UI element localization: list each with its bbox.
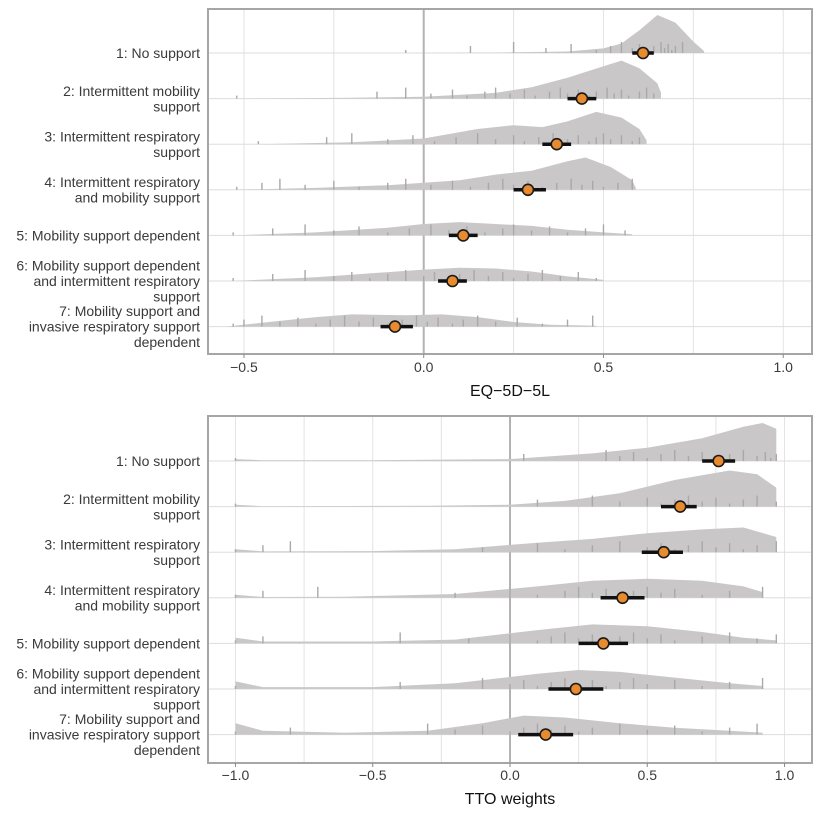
panel-1-category-label: 2: Intermittent mobility: [63, 83, 200, 99]
panel-2-mean-point: [616, 591, 629, 605]
panel-1-category-label: 3: Intermittent respiratory: [44, 128, 200, 144]
panel-2-category-label: 3: Intermittent respiratory: [44, 537, 200, 553]
panel-1-category-label: and intermittent respiratory: [33, 273, 200, 289]
panel-1-density-cloud: [405, 15, 705, 53]
panel-2-category-label: 7: Mobility support and: [59, 711, 200, 727]
panel-1-x-tick-label: 0.5: [594, 359, 614, 375]
panel-2-mean-point: [539, 728, 552, 741]
panel-2-x-tick-label: 1.0: [775, 767, 795, 783]
panel-1-category-label: support: [153, 98, 200, 114]
panel-2-density-cloud: [235, 624, 777, 644]
panel-2-density-cloud: [235, 670, 763, 689]
panel-2-x-tick-label: −0.5: [359, 767, 387, 783]
panel-2-density-cloud: [235, 715, 763, 735]
panel-1-mean-point: [550, 137, 564, 151]
panel-2-category-label: 5: Mobility support dependent: [16, 635, 200, 651]
panel-1-mean-point: [636, 46, 650, 60]
panel-2-mean-point: [569, 682, 583, 696]
panel-2-category-label: support: [153, 506, 200, 522]
panel-1-density-cloud: [233, 157, 636, 190]
panel-1-x-axis-title: EQ−5D−5L: [470, 383, 550, 400]
panel-2-category-label: support: [153, 697, 200, 713]
panel-2-x-tick-label: 0.0: [500, 767, 520, 783]
panel-2-category-label: 6: Mobility support dependent: [16, 666, 200, 682]
panel-2-x-tick-label: 0.5: [638, 767, 658, 783]
panel-2-category-label: and mobility support: [75, 598, 200, 614]
panel-1-category-label: dependent: [134, 334, 200, 350]
panel-2-mean-point: [597, 637, 610, 650]
panel-1-density-cloud: [226, 314, 597, 327]
panel-1-category-label: 1: No support: [116, 45, 200, 61]
panel-1-category-label: 7: Mobility support and: [59, 303, 200, 319]
panel-1-mean-point: [521, 183, 535, 197]
panel-1-category-label: invasive respiratory support: [29, 319, 200, 335]
panel-2-density-cloud: [235, 578, 763, 598]
panel-2-x-tick-label: −1.0: [222, 767, 250, 783]
panel-1-category-label: 6: Mobility support dependent: [16, 258, 200, 274]
panel-1-density-cloud: [233, 222, 633, 236]
panel-1-mean-point: [456, 229, 470, 242]
panel-1-category-label: and mobility support: [75, 190, 200, 206]
panel-1-category-label: support: [153, 144, 200, 160]
panel-1-category-label: 5: Mobility support dependent: [16, 227, 200, 243]
panel-1-density-cloud: [233, 267, 604, 281]
panel-1-category-label: 4: Intermittent respiratory: [44, 174, 200, 190]
panel-2-category-label: support: [153, 552, 200, 568]
panel-1-density-cloud: [258, 111, 647, 145]
panel-2-category-label: invasive respiratory support: [29, 727, 200, 743]
panel-2-category-label: and intermittent respiratory: [33, 681, 200, 697]
panel-2-category-label: 2: Intermittent mobility: [63, 491, 200, 507]
panel-1-panel-border: [207, 8, 813, 355]
panel-2-x-axis-title: TTO weights: [465, 791, 555, 808]
panel-1-category-label: support: [153, 289, 200, 305]
panel-2-category-label: dependent: [134, 742, 200, 758]
panel-1-mean-point: [575, 92, 589, 105]
panel-2-density-cloud: [235, 423, 777, 461]
panel-2-density-cloud: [235, 527, 777, 553]
panel-1-x-tick-label: 1.0: [774, 359, 794, 375]
panel-2-density-cloud: [235, 470, 777, 507]
panel-1-mean-point: [446, 274, 459, 288]
panel-2-mean-point: [673, 500, 687, 513]
panel-1-x-tick-label: 0.0: [414, 359, 434, 375]
panel-2-category-label: 4: Intermittent respiratory: [44, 582, 200, 598]
panel-1-density-cloud: [233, 60, 661, 99]
panel-2-category-label: 1: No support: [116, 453, 200, 469]
panel-2-mean-point: [712, 454, 725, 468]
panel-1-x-tick-label: −0.5: [230, 359, 258, 375]
panel-2-mean-point: [657, 545, 671, 559]
panel-1-mean-point: [388, 320, 402, 333]
